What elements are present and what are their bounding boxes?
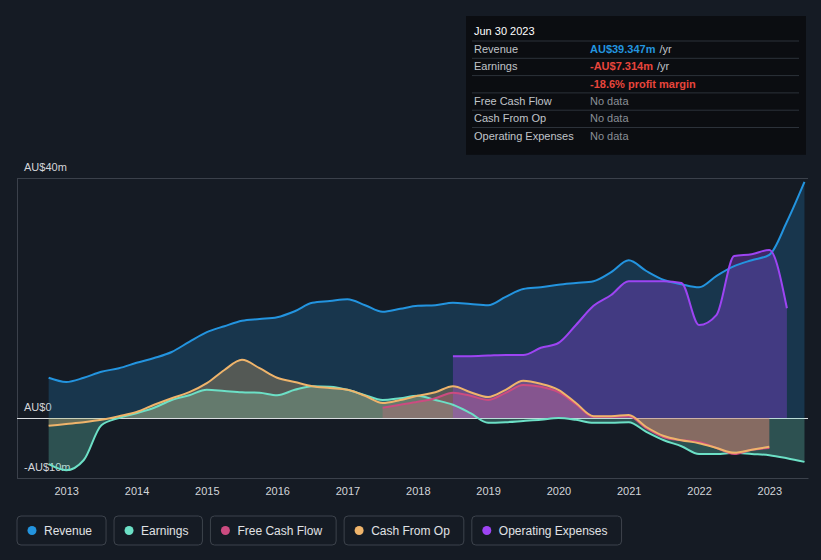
tooltip-label: Free Cash Flow: [474, 95, 552, 107]
tooltip-value-line: AU$39.347m/yr: [590, 43, 672, 55]
tooltip-separator: [472, 58, 799, 59]
legend-swatch[interactable]: [355, 526, 364, 535]
x-tick: 2021: [617, 478, 641, 497]
tooltip-label: Operating Expenses: [474, 130, 574, 142]
series-area: [453, 250, 787, 418]
legend-box[interactable]: [17, 516, 106, 545]
tooltip: Jun 30 2023 Revenue AU$39.347m/yr Earnings -…: [466, 16, 806, 155]
x-tick: 2022: [687, 478, 711, 497]
legend-label[interactable]: Cash From Op: [371, 524, 450, 538]
x-tick: 2018: [406, 478, 430, 497]
tooltip-value: No data: [590, 112, 629, 124]
tooltip-value-line: No data: [590, 95, 629, 107]
tooltip-label: Cash From Op: [474, 112, 546, 124]
legend-item[interactable]: Operating Expenses: [472, 516, 622, 545]
legend-swatch[interactable]: [482, 526, 491, 535]
chart-container: AU$40mAU$0-AU$10m20132014201520162017201…: [0, 0, 821, 560]
legend-swatch[interactable]: [28, 526, 37, 535]
x-tick: 2016: [265, 478, 289, 497]
tooltip-value: -AU$7.314m: [590, 60, 653, 72]
series-line: [49, 182, 805, 382]
tooltip-separator: [472, 110, 799, 111]
y-tick: AU$40m: [17, 161, 808, 179]
legend-label[interactable]: Revenue: [44, 524, 92, 538]
legend-swatch[interactable]: [125, 526, 134, 535]
tooltip-value-line: No data: [590, 130, 629, 142]
tooltip-value-line: No data: [590, 112, 629, 124]
x-tick: 2014: [125, 478, 149, 497]
tooltip-separator: [472, 75, 799, 76]
x-tick-label: 2021: [617, 485, 641, 497]
x-tick-label: 2022: [687, 485, 711, 497]
legend-box[interactable]: [344, 516, 464, 545]
legend-box[interactable]: [210, 516, 336, 545]
y-axis: AU$40m AU$0 -AU$10m: [17, 161, 808, 479]
x-tick-label: 2020: [547, 485, 571, 497]
chart-svg: AU$40mAU$0-AU$10m20132014201520162017201…: [0, 0, 821, 560]
tooltip-label: Earnings: [474, 60, 518, 72]
grid-line: [17, 478, 808, 479]
tooltip-value-line: -AU$7.314m/yr: [590, 60, 670, 72]
series-line: [383, 385, 770, 454]
tooltip-value: No data: [590, 95, 629, 107]
tooltip-label: Revenue: [474, 43, 518, 55]
grid-line: [17, 178, 808, 179]
legend-item[interactable]: Earnings: [114, 516, 202, 545]
legend-label[interactable]: Free Cash Flow: [237, 524, 322, 538]
tooltip-separator: [472, 41, 799, 42]
x-tick-label: 2016: [265, 485, 289, 497]
x-tick-label: 2017: [336, 485, 360, 497]
x-tick-label: 2019: [476, 485, 500, 497]
legend-box[interactable]: [114, 516, 202, 545]
tooltip-box: [466, 16, 806, 155]
x-tick-label: 2015: [195, 485, 219, 497]
tooltip-value: No data: [590, 130, 629, 142]
x-tick-label: 2014: [125, 485, 149, 497]
tooltip-unit: /yr: [657, 60, 670, 72]
legend-swatch[interactable]: [221, 526, 230, 535]
y-tick-label: AU$0: [24, 401, 52, 413]
y-axis-line: [17, 179, 18, 479]
tooltip-unit: /yr: [659, 43, 672, 55]
x-tick: 2015: [195, 478, 219, 497]
legend-item[interactable]: Revenue: [17, 516, 106, 545]
x-tick-label: 2018: [406, 485, 430, 497]
tooltip-separator: [472, 92, 799, 93]
plot-area: [49, 182, 805, 470]
legend-item[interactable]: Cash From Op: [344, 516, 464, 545]
tooltip-title: Jun 30 2023: [474, 25, 535, 37]
legend-box[interactable]: [472, 516, 622, 545]
tooltip-value: AU$39.347m: [590, 43, 656, 55]
series-line: [453, 250, 787, 356]
x-tick-label: 2013: [54, 485, 78, 497]
x-tick: 2013: [54, 478, 78, 497]
x-axis-line: [18, 478, 809, 479]
legend-label[interactable]: Earnings: [141, 524, 188, 538]
x-tick: 2019: [476, 478, 500, 497]
background: [0, 0, 821, 560]
tooltip-value: -18.6% profit margin: [590, 78, 696, 90]
x-tick: 2020: [547, 478, 571, 497]
x-tick: 2017: [336, 478, 360, 497]
legend-item[interactable]: Free Cash Flow: [210, 516, 336, 545]
x-tick-label: 2023: [758, 485, 782, 497]
y-tick-label: AU$40m: [24, 161, 67, 173]
x-axis: 2013 2014 2015 2016 2017 2018 2019 2020 2021 2022…: [18, 478, 809, 497]
series-line: [49, 360, 770, 453]
x-tick: 2023: [758, 478, 782, 497]
series-area: [49, 182, 805, 418]
series-line: [49, 386, 805, 470]
legend-label[interactable]: Operating Expenses: [499, 524, 608, 538]
tooltip-value-line: -18.6% profit margin: [590, 78, 696, 90]
tooltip-separator: [472, 127, 799, 128]
y-tick: -AU$10m: [17, 461, 808, 479]
legend: Revenue Earnings Free Cash Flow Cash From O…: [17, 516, 622, 545]
